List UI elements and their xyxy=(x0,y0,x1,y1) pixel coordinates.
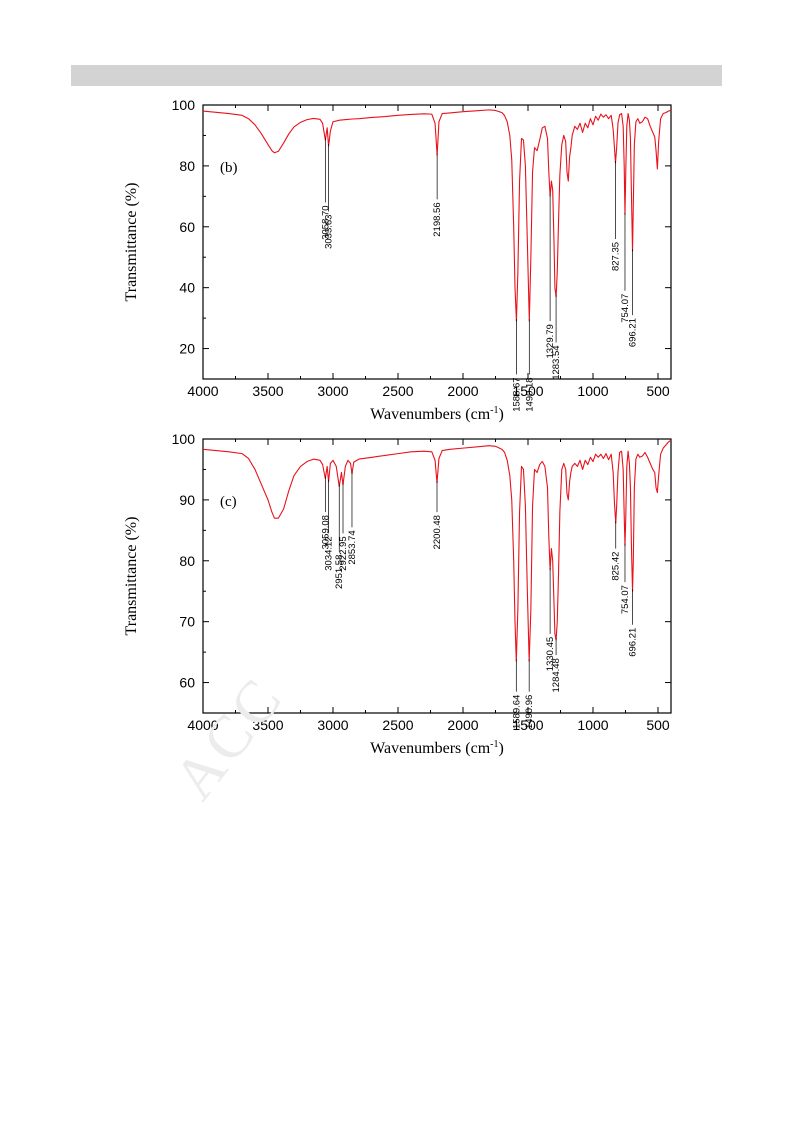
y-tick-label: 20 xyxy=(179,341,195,357)
peak-label: 1490.18 xyxy=(524,377,535,411)
header-bar xyxy=(71,65,722,86)
x-tick-label: 1500 xyxy=(512,717,543,733)
peak-label: 827.35 xyxy=(610,242,621,271)
peak-label: 1490.96 xyxy=(524,695,535,729)
y-tick-label: 90 xyxy=(179,492,195,508)
y-tick-label: 70 xyxy=(179,614,195,630)
y-tick-label: 100 xyxy=(172,431,196,447)
x-tick-label: 4000 xyxy=(187,383,218,399)
y-tick-label: 60 xyxy=(179,219,195,235)
peak-label: 754.07 xyxy=(620,294,631,323)
peak-label: 1329.79 xyxy=(545,324,556,358)
y-tick-label: 100 xyxy=(172,97,196,113)
x-tick-label: 3500 xyxy=(252,717,283,733)
y-tick-label: 60 xyxy=(179,675,195,691)
x-tick-label: 1000 xyxy=(577,383,608,399)
peak-label: 825.42 xyxy=(611,552,622,581)
panel-label: (b) xyxy=(220,160,238,176)
x-axis-title: Wavenumbers (cm-1) xyxy=(370,739,504,757)
ftir-chart-c: 4000 3500 3000 2500 2000 1500 1000 500 60 70 80 90 1… xyxy=(123,431,672,757)
x-tick-label: 1000 xyxy=(577,717,608,733)
peak-label: 696.21 xyxy=(628,628,639,657)
peak-label: 2922.95 xyxy=(338,536,349,570)
peak-label: 2200.48 xyxy=(432,515,443,549)
peak-label: 1588.67 xyxy=(511,377,522,411)
y-tick-label: 80 xyxy=(179,553,195,569)
peak-label: 3059.08 xyxy=(320,515,331,549)
peak-label: 696.21 xyxy=(628,318,639,347)
x-tick-label: 1500 xyxy=(512,383,543,399)
peak-label: 754.07 xyxy=(620,585,631,614)
ftir-chart-b: 4000 3500 3000 2500 2000 1500 1000 500 20 40 60 80 1… xyxy=(123,97,672,423)
x-tick-label: 2500 xyxy=(382,717,413,733)
x-tick-label: 2500 xyxy=(382,383,413,399)
plot-frame xyxy=(202,438,672,714)
y-tick-label: 80 xyxy=(179,158,195,174)
peak-label: 2951.58 xyxy=(334,555,345,589)
y-axis-title: Transmittance (%) xyxy=(123,183,140,302)
peak-label: 1283.54 xyxy=(551,345,562,379)
peak-label: 1589.64 xyxy=(511,695,522,729)
x-tick-label: 3000 xyxy=(317,383,348,399)
x-tick-label: 500 xyxy=(646,383,670,399)
peak-label: 1330.45 xyxy=(545,637,556,671)
peak-label: 2198.56 xyxy=(432,202,443,236)
x-tick-label: 3500 xyxy=(252,383,283,399)
peak-label: 3033.63 xyxy=(324,215,335,249)
x-tick-label: 4000 xyxy=(187,717,218,733)
peak-label: 1284.48 xyxy=(551,658,562,692)
x-tick-label: 3000 xyxy=(317,717,348,733)
y-axis-title: Transmittance (%) xyxy=(123,517,140,636)
x-axis-title: Wavenumbers (cm-1) xyxy=(370,405,504,423)
panel-label: (c) xyxy=(220,494,237,510)
y-tick-label: 40 xyxy=(179,280,195,296)
x-tick-label: 2000 xyxy=(447,383,478,399)
spectrum-line xyxy=(202,439,672,662)
plot-frame xyxy=(202,104,672,380)
peak-label: 3034.12 xyxy=(324,536,335,570)
peak-label: 2853.74 xyxy=(347,530,358,564)
x-tick-label: 2000 xyxy=(447,717,478,733)
x-tick-label: 500 xyxy=(646,717,670,733)
peak-label: 3058.70 xyxy=(320,205,331,239)
